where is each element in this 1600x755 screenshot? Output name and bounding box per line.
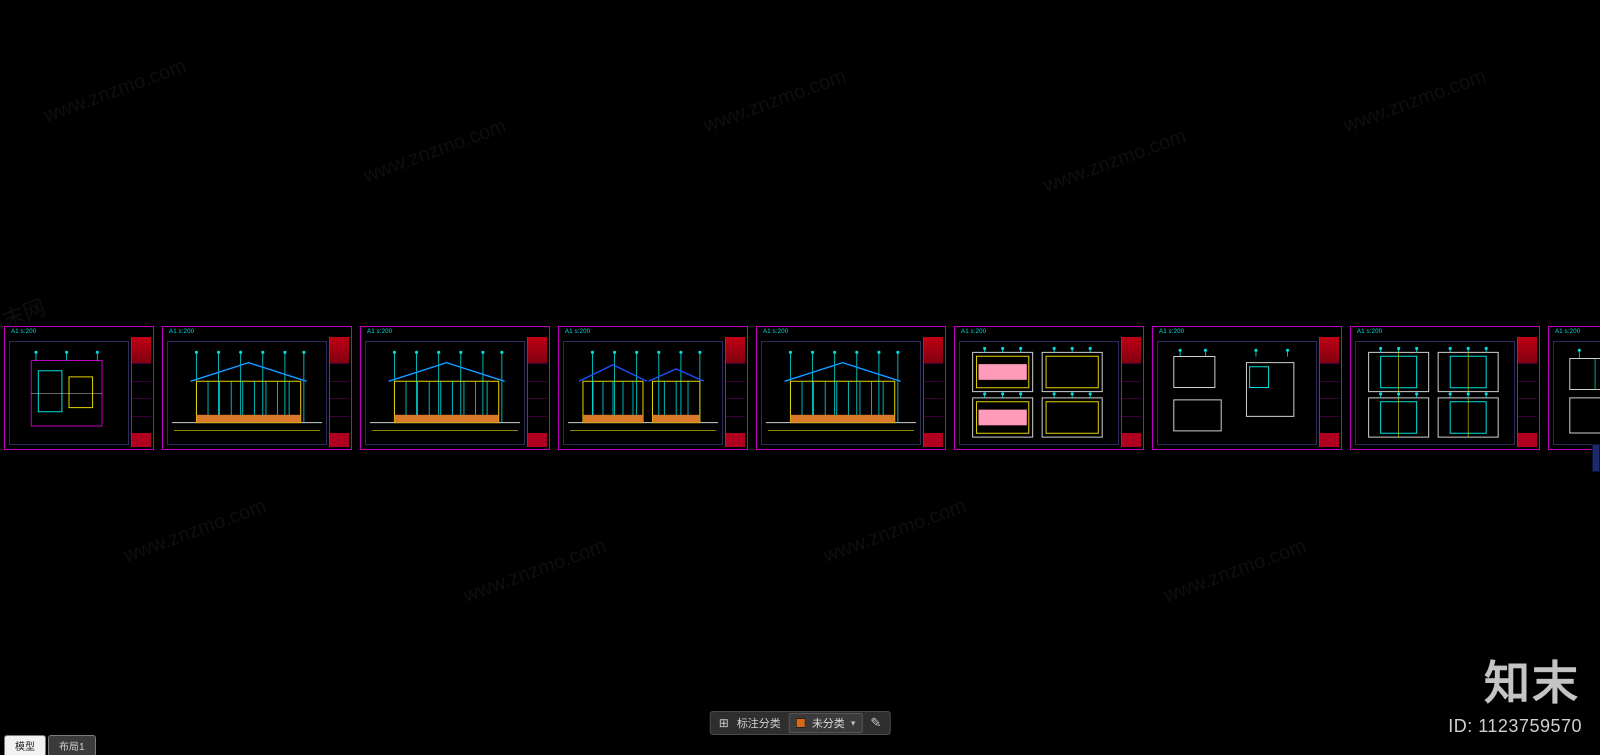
annotation-category-dropdown[interactable]: 未分类 ▾ [789, 713, 863, 733]
tab-model[interactable]: 模型 [4, 735, 46, 755]
sheet-scale-label: A1 s:200 [1357, 329, 1382, 335]
annotation-section-label: 标注分类 [737, 715, 781, 731]
drawing-sheet[interactable]: A1 s:200 [954, 326, 1144, 450]
sheet-drawing-area [9, 341, 129, 445]
sheet-drawing-area [167, 341, 327, 445]
edit-icon[interactable]: ✎ [870, 715, 881, 731]
annotation-category-value: 未分类 [812, 715, 845, 731]
drawing-sheet[interactable]: A1 s:200 [360, 326, 550, 450]
drawing-sheet[interactable]: A1 s:200 [162, 326, 352, 450]
sheet-scale-label: A1 s:200 [961, 329, 986, 335]
sheet-scale-label: A1 s:200 [565, 329, 590, 335]
drawing-sheets-row: A1 s:200 A1 s:200 A1 s:200 A1 s:200 A1 s:200… [4, 326, 1600, 450]
tab-layout1[interactable]: 布局1 [48, 735, 96, 755]
sheet-drawing-area [1157, 341, 1317, 445]
titleblock [1517, 337, 1537, 447]
layout-tabs: 模型 布局1 [4, 737, 98, 755]
sheet-drawing-area [365, 341, 525, 445]
category-color-swatch [796, 718, 806, 728]
grid-icon[interactable]: ⊞ [719, 717, 729, 729]
watermark-id: ID: 1123759570 [1448, 716, 1582, 737]
sheet-scale-label: A1 s:200 [1159, 329, 1184, 335]
sheet-scale-label: A1 s:200 [11, 329, 36, 335]
titleblock [1319, 337, 1339, 447]
sheet-scale-label: A1 s:200 [367, 329, 392, 335]
drawing-sheet[interactable]: A1 s:200 [558, 326, 748, 450]
sheet-drawing-area [959, 341, 1119, 445]
sheet-scale-label: A1 s:200 [169, 329, 194, 335]
titleblock [1121, 337, 1141, 447]
titleblock [131, 337, 151, 447]
sheet-scale-label: A1 s:200 [1555, 329, 1580, 335]
viewport-gizmo[interactable] [1592, 444, 1600, 472]
drawing-sheet[interactable]: A1 s:200 [4, 326, 154, 450]
drawing-sheet[interactable]: A1 s:200 [756, 326, 946, 450]
drawing-sheet[interactable]: A1 s:200 [1152, 326, 1342, 450]
sheet-drawing-area [563, 341, 723, 445]
titleblock [527, 337, 547, 447]
chevron-down-icon: ▾ [851, 718, 856, 729]
cad-model-space[interactable]: www.znzmo.com www.znzmo.com www.znzmo.co… [0, 0, 1600, 755]
titleblock [329, 337, 349, 447]
sheet-scale-label: A1 s:200 [763, 329, 788, 335]
drawing-sheet[interactable]: A1 s:200 [1350, 326, 1540, 450]
annotation-toolbar: ⊞ 标注分类 未分类 ▾ ✎ [710, 711, 891, 735]
sheet-drawing-area [1355, 341, 1515, 445]
watermark-logo: 知末 [1484, 647, 1580, 713]
drawing-sheet[interactable]: A1 s:200 [1548, 326, 1600, 450]
sheet-drawing-area [1553, 341, 1600, 445]
sheet-drawing-area [761, 341, 921, 445]
titleblock [923, 337, 943, 447]
titleblock [725, 337, 745, 447]
